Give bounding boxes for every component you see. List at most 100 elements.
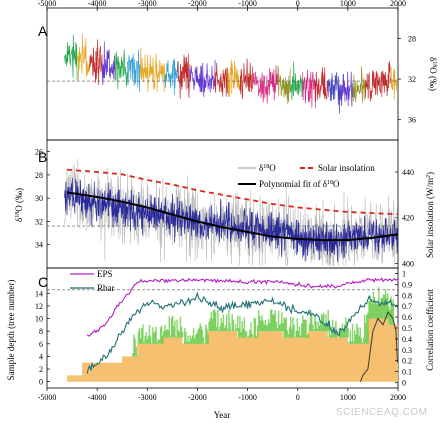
green-spike [226,314,228,332]
green-spike [376,303,378,319]
green-spike [340,329,343,338]
left-tick-label: 28 [35,171,43,180]
bottom-tick-label: -4000 [88,393,107,402]
green-spike [350,341,353,344]
green-spike [168,316,170,338]
green-spike [153,333,155,344]
green-spike [178,331,180,338]
panel-c-legend: EPS Rbar [70,269,115,293]
green-spike [145,332,147,344]
green-spike [313,329,315,332]
left-tick-label: 26 [35,148,43,157]
green-spike [373,297,376,319]
green-spike [179,316,182,338]
green-spike [192,328,195,344]
green-spike [297,330,300,338]
green-spike [302,315,304,338]
right-tick-label: 0.6 [402,313,412,322]
green-spike [264,320,266,332]
green-spike [374,300,377,319]
green-spike [180,326,183,338]
green-spike [349,330,351,344]
green-spike [356,323,358,344]
green-spike [211,318,214,332]
green-spike [245,331,248,338]
green-spike [372,291,375,319]
right-tick-label: 32 [408,75,416,84]
green-spike [346,321,348,338]
green-spike [183,343,185,344]
green-spike [235,328,238,332]
green-spike [210,311,212,332]
green-spike [258,310,260,332]
panel-a: -5000 -4000 -3000 -2000 -1000 0 1000 2000 28 32 3… [38,0,438,141]
green-spike [149,336,152,344]
panel-c-right-ticks: 0 0.1 0.2 0.3 0.4 0.5 0.6 0.7 0.8 0.9 1 [395,269,412,388]
proxy-segment [352,66,366,104]
right-tick-label: 0.1 [402,368,412,377]
green-spike [252,337,254,338]
green-spike [165,330,167,338]
green-spike [138,328,141,344]
proxy-segment [277,65,291,105]
green-spike [311,311,313,332]
green-spike [354,330,356,344]
legend-rbar: Rbar [97,283,115,293]
proxy-segment [114,49,128,90]
green-spike [276,328,279,332]
proxy-segment [64,34,78,81]
green-spike [151,343,153,344]
proxy-segment [164,58,178,96]
proxy-segment [377,61,391,97]
green-spike [359,327,361,344]
green-spike [318,325,321,332]
green-spike [326,322,328,332]
green-spike [279,324,281,332]
green-spike [254,318,257,338]
panel-a-letter: A [38,23,48,39]
green-spike [160,325,163,344]
proxy-segment [314,67,329,102]
green-spike [208,321,210,332]
right-tick-label: 0 [402,379,406,388]
green-spike [184,328,186,344]
green-spike [154,331,156,344]
panel-c-ylabel-right: Correlation coefficient [425,289,435,371]
panel-b-ylabel-right: Solar insolation (W/m2) [425,172,435,258]
proxy-segment [302,69,316,109]
green-spike [222,314,225,332]
polynomial-fit-line [66,191,399,242]
green-spike [380,297,382,319]
green-spike [166,329,168,338]
green-spike [202,337,205,344]
x-axis-label: Year [214,410,231,420]
green-spike [362,337,365,344]
proxy-segment [365,70,379,102]
green-spike [281,312,283,332]
green-spike [366,314,368,344]
proxy-segment [76,33,91,80]
bottom-tick-label: 2000 [390,393,406,402]
proxy-segment [202,59,216,98]
legend-d18o: δ18O [259,163,276,173]
green-spike [368,301,370,319]
panel-a-right-ticks: 28 32 36 [398,34,416,125]
right-tick-label: 0.7 [402,302,412,311]
left-tick-label: 10 [35,315,43,324]
green-spike [256,325,259,338]
green-spike [158,339,161,344]
green-spike [146,339,148,344]
proxy-segment [289,61,304,100]
green-spike [203,343,206,344]
green-spike [283,317,285,338]
legend-solar-insolation: Solar insolation [318,163,375,173]
panel-a-proxy-series [64,33,398,114]
green-spike [382,294,385,319]
green-spike [215,312,217,332]
green-spike [221,322,223,332]
green-spike [363,314,366,344]
green-spike [263,324,265,332]
green-spike [265,325,268,332]
panel-c-letter: C [38,274,48,290]
bottom-tick-label: -5000 [38,393,57,402]
